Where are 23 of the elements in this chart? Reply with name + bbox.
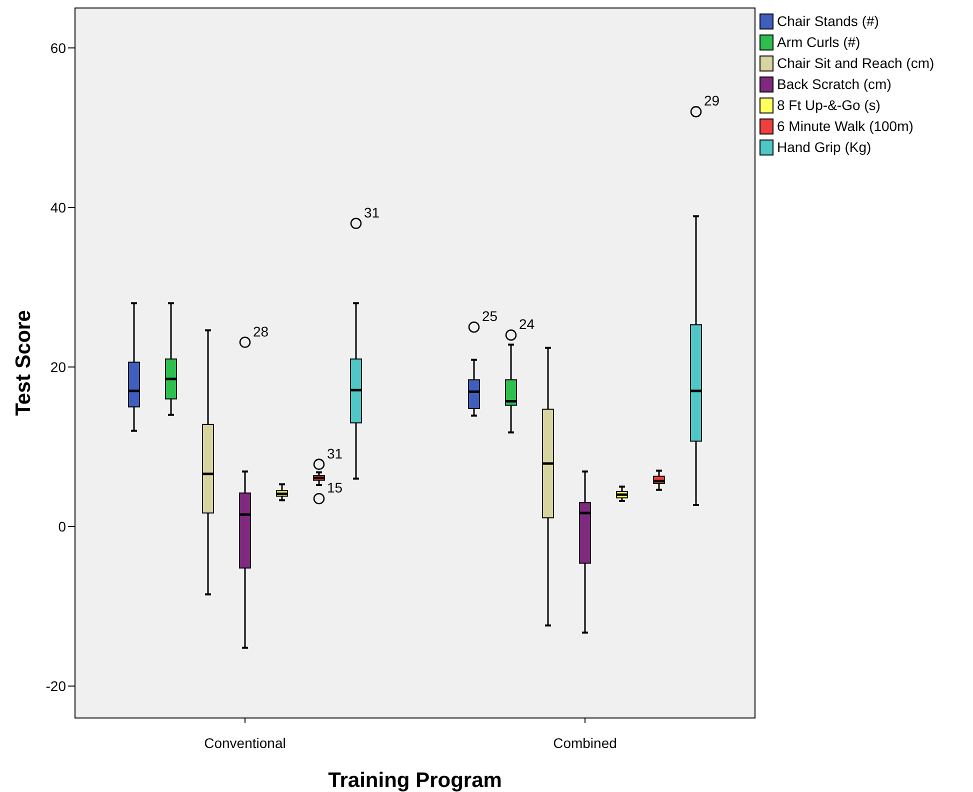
y-tick-label: 40	[50, 199, 66, 216]
y-tick-label: 20	[50, 358, 66, 375]
legend-label: Chair Stands (#)	[777, 13, 879, 29]
x-axis-title: Training Program	[328, 769, 502, 792]
y-tick-label: 0	[58, 518, 66, 534]
annotation: 28	[253, 323, 269, 340]
annotation: 25	[482, 308, 498, 324]
y-tick-label: -20	[46, 678, 66, 694]
legend-label: 6 Minute Walk (100m)	[777, 118, 914, 134]
y-axis-title: Test Score	[12, 310, 35, 416]
annotation: 31	[327, 445, 343, 462]
legend-label: Arm Curls (#)	[777, 34, 860, 50]
annotation: 15	[327, 480, 343, 496]
y-tick-label: 60	[50, 40, 66, 56]
annotation: 31	[364, 204, 380, 220]
legend-label: 8 Ft Up-&-Go (s)	[777, 97, 880, 113]
annotation: 29	[704, 92, 720, 109]
annotation: 24	[519, 316, 535, 332]
x-tick-label: Conventional	[204, 735, 286, 751]
legend-label: Chair Sit and Reach (cm)	[777, 55, 934, 71]
legend-label: Hand Grip (Kg)	[777, 139, 872, 155]
legend-label: Back Scratch (cm)	[777, 76, 892, 92]
x-tick-label: Combined	[553, 735, 617, 751]
